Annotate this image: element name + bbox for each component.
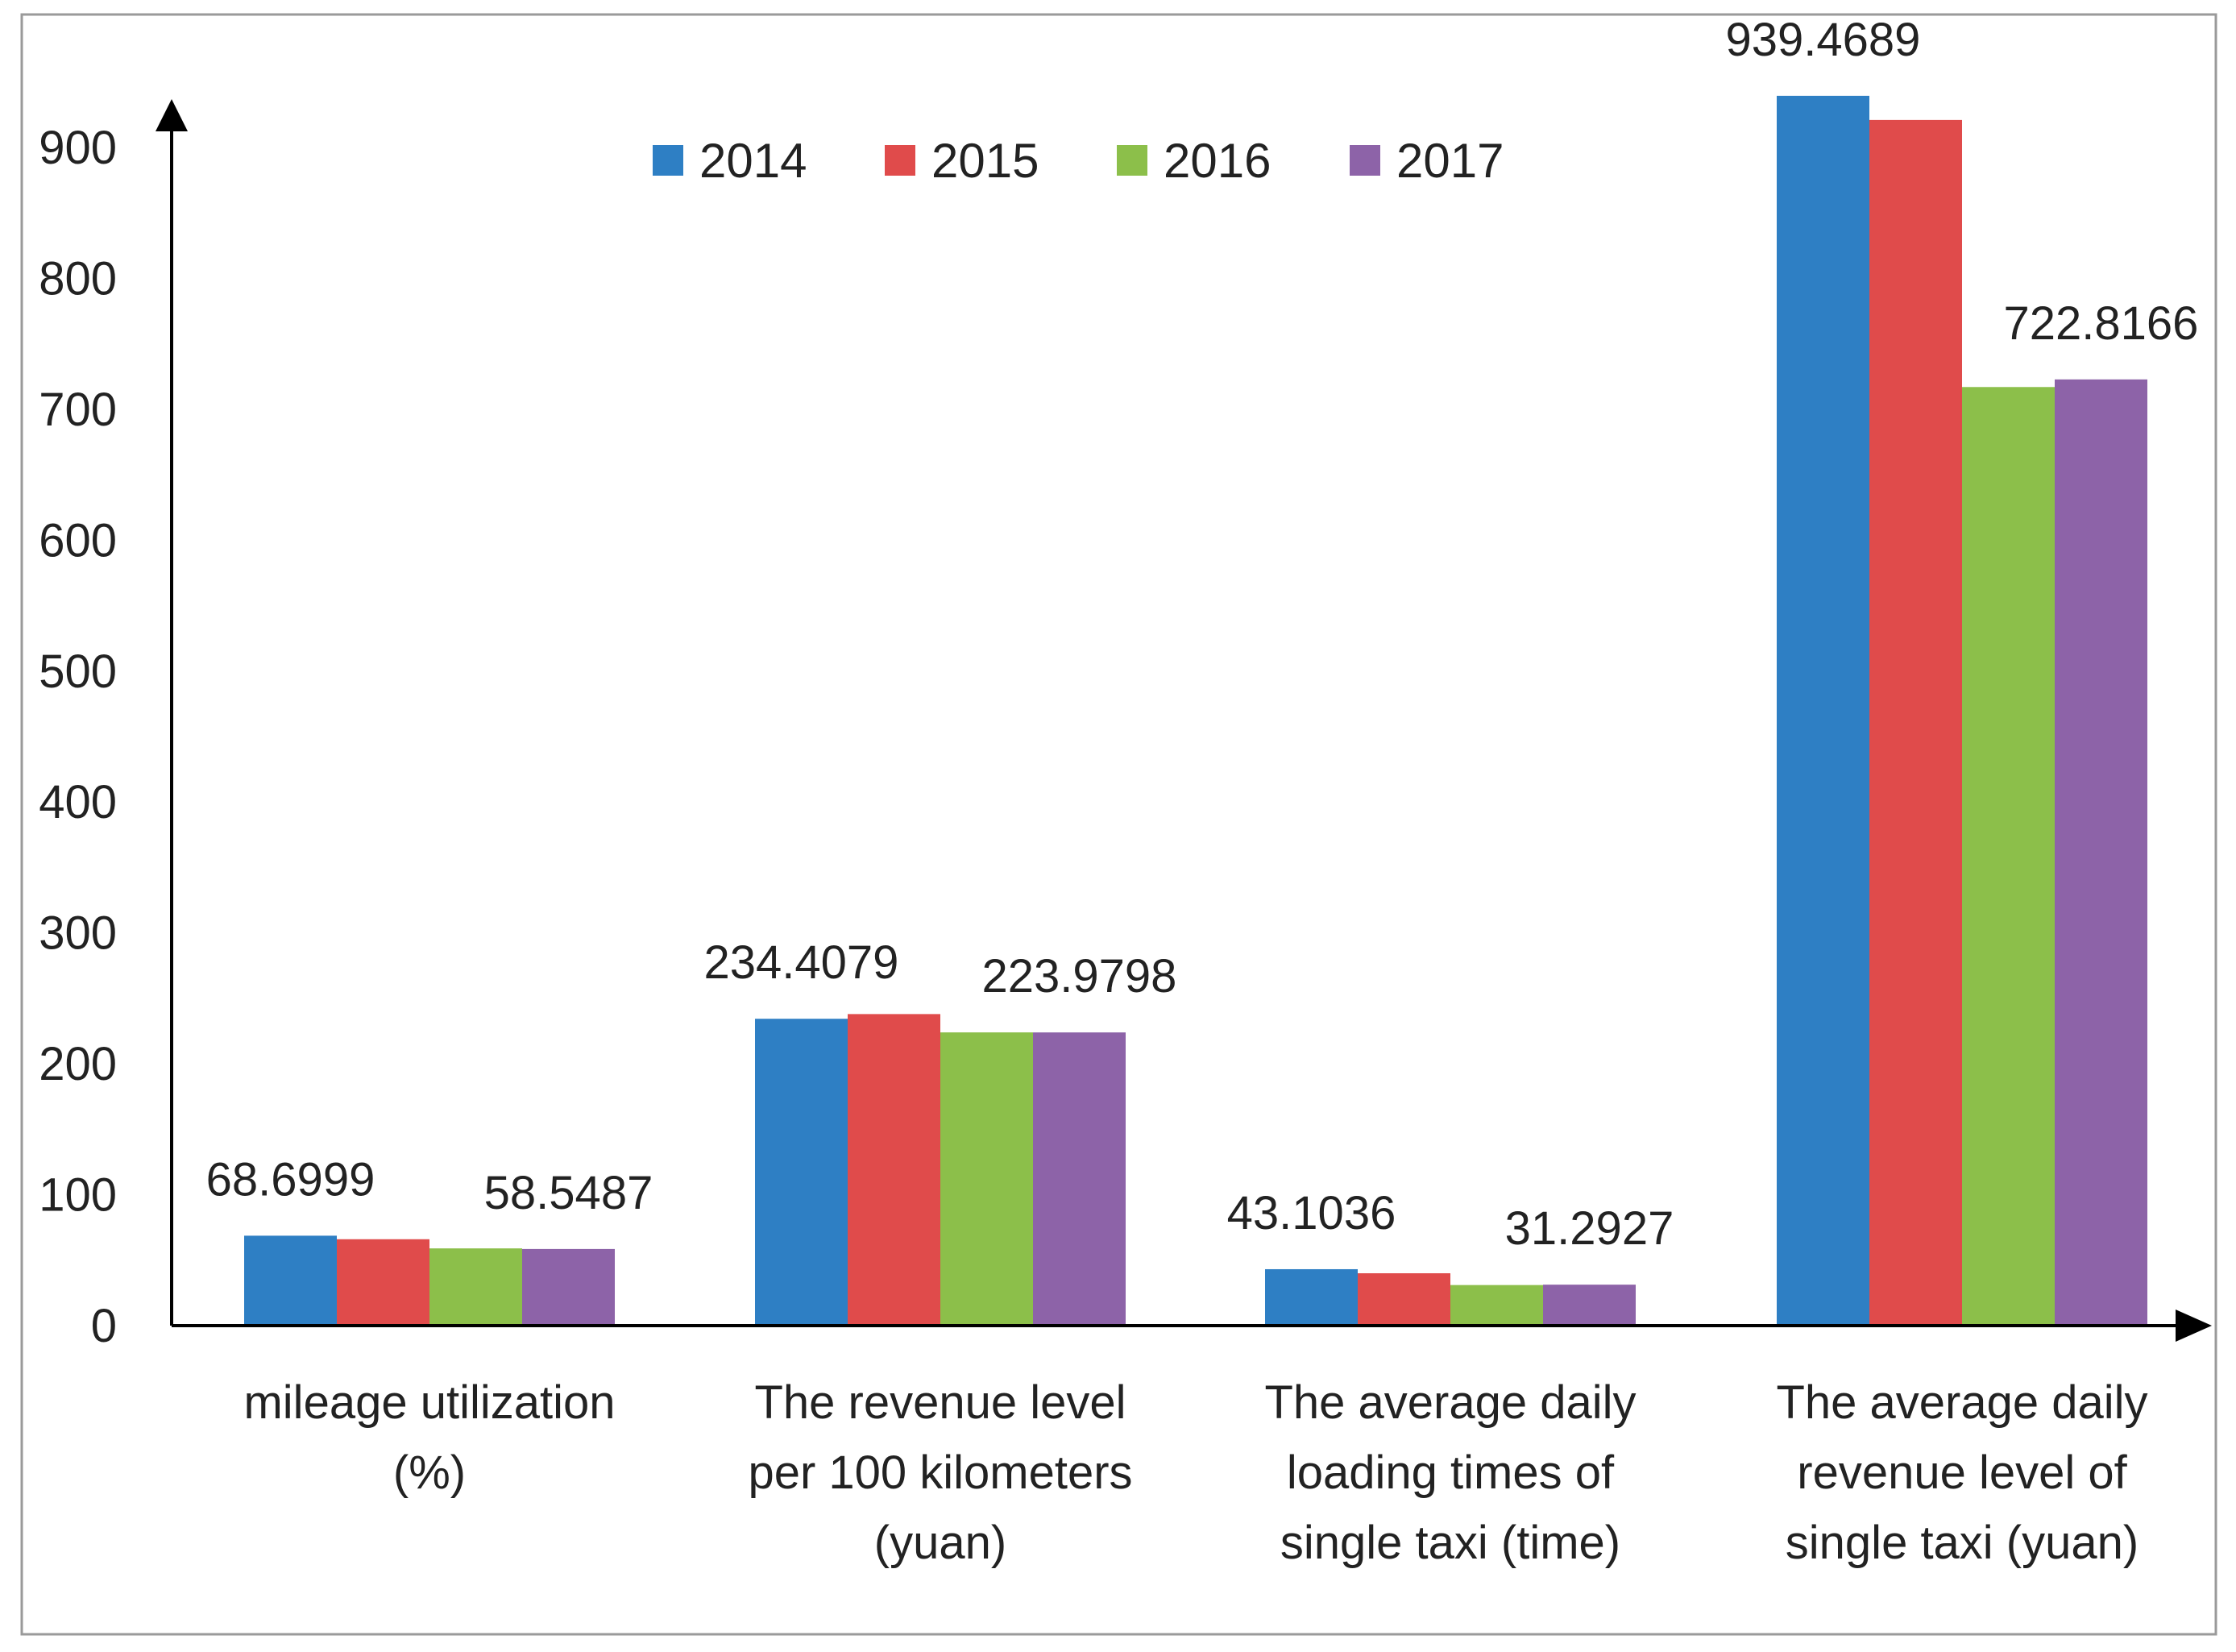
- category-labels: mileage utilization (%) The revenue level p…: [243, 1376, 2147, 1569]
- y-axis-ticks: 0 100 200 300 400 500 600 700 800 900: [39, 122, 117, 1352]
- bar-2015-cat1: [848, 1014, 940, 1326]
- legend-swatch-2016: [1117, 145, 1147, 176]
- bar-2016-cat2: [1450, 1285, 1543, 1326]
- y-tick-label-0: 0: [91, 1300, 117, 1352]
- y-axis-arrow: [156, 99, 188, 131]
- category-label-3-line-0: The average daily: [1776, 1376, 2147, 1429]
- legend-swatch-2015: [885, 145, 915, 176]
- legend-swatch-2014: [653, 145, 683, 176]
- bar-2017-cat1: [1033, 1032, 1126, 1326]
- category-label-1-line-0: The revenue level: [754, 1376, 1126, 1429]
- bar-2017-cat2: [1543, 1285, 1636, 1326]
- category-label-3-line-1: revenue level of: [1797, 1447, 2127, 1499]
- y-tick-label-400: 400: [39, 776, 117, 828]
- data-label-5: 31.2927: [1505, 1202, 1674, 1255]
- legend-label-2016: 2016: [1164, 134, 1271, 188]
- axes: [156, 99, 2212, 1342]
- bar-2015-cat3: [1869, 119, 1962, 1326]
- data-label-4: 43.1036: [1227, 1187, 1396, 1239]
- category-label-3-line-2: single taxi (yuan): [1786, 1517, 2139, 1569]
- data-labels: 68.6999 58.5487 234.4079 223.9798 43.1036 31.…: [206, 14, 2199, 1255]
- y-tick-label-100: 100: [39, 1169, 117, 1222]
- category-label-2-line-0: The average daily: [1264, 1376, 1636, 1429]
- bar-2014-cat3: [1777, 95, 1869, 1326]
- y-tick-label-800: 800: [39, 252, 117, 305]
- category-label-0-line-0: mileage utilization: [243, 1376, 615, 1429]
- y-tick-label-200: 200: [39, 1038, 117, 1090]
- category-label-1-line-1: per 100 kilometers: [748, 1447, 1132, 1499]
- category-label-2-line-2: single taxi (time): [1280, 1517, 1620, 1569]
- category-label-0-line-1: (%): [393, 1447, 466, 1499]
- category-label-2-line-1: loading times of: [1287, 1447, 1615, 1499]
- y-tick-label-300: 300: [39, 907, 117, 960]
- data-label-2: 234.4079: [704, 936, 899, 989]
- bar-2016-cat3: [1962, 387, 2055, 1326]
- legend: 2014 2015 2016 2017: [653, 134, 1504, 188]
- data-label-6: 939.4689: [1726, 14, 1921, 66]
- bar-2016-cat1: [940, 1032, 1033, 1326]
- bar-2014-cat1: [755, 1019, 848, 1326]
- legend-label-2015: 2015: [931, 134, 1039, 188]
- bar-2015-cat2: [1358, 1273, 1450, 1326]
- x-axis-arrow: [2176, 1310, 2212, 1342]
- bars: [244, 95, 2147, 1326]
- bar-2015-cat0: [337, 1239, 429, 1326]
- bar-2016-cat0: [429, 1248, 522, 1326]
- bar-2017-cat0: [522, 1248, 615, 1326]
- data-label-0: 68.6999: [206, 1153, 375, 1206]
- y-tick-label-500: 500: [39, 645, 117, 698]
- data-label-7: 722.8166: [2004, 297, 2199, 350]
- legend-label-2017: 2017: [1396, 134, 1504, 188]
- legend-label-2014: 2014: [699, 134, 807, 188]
- y-tick-label-600: 600: [39, 514, 117, 567]
- data-label-3: 223.9798: [982, 950, 1177, 1002]
- bar-2014-cat0: [244, 1235, 337, 1326]
- category-label-1-line-2: (yuan): [874, 1517, 1006, 1569]
- data-label-1: 58.5487: [484, 1167, 653, 1219]
- legend-swatch-2017: [1350, 145, 1380, 176]
- bar-2017-cat3: [2055, 379, 2147, 1326]
- bar-2014-cat2: [1265, 1268, 1358, 1326]
- y-tick-label-700: 700: [39, 384, 117, 436]
- y-tick-label-900: 900: [39, 122, 117, 174]
